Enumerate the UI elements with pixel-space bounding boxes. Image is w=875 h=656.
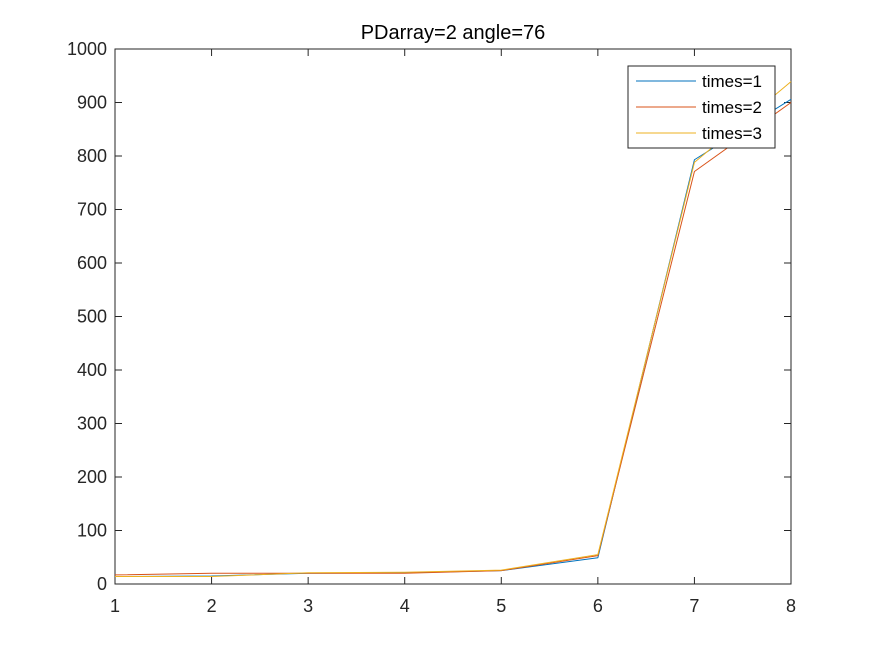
x-tick-label: 5 [496,596,506,616]
legend-label-1: times=1 [702,72,762,91]
series-line-3 [115,81,792,578]
legend: times=1 times=2 times=3 [627,65,776,149]
x-tick-label: 8 [786,596,796,616]
y-tick-label: 0 [97,574,107,594]
y-tick-label: 400 [77,360,107,380]
chart-title: PDarray=2 angle=76 [361,22,546,44]
legend-label-2: times=2 [702,98,762,117]
y-tick-label: 100 [77,521,107,541]
x-tick-label: 6 [593,596,603,616]
x-tick-label: 2 [207,596,217,616]
y-tick-label: 300 [77,414,107,434]
legend-label-3: times=3 [702,124,762,143]
y-tick-label: 700 [77,200,107,220]
x-tick-label: 1 [110,596,120,616]
series-line-2 [114,102,792,576]
x-axis: 1 2 3 4 5 6 7 8 [110,49,796,616]
y-axis: 0 100 200 300 400 500 600 700 800 900 1000 [67,39,791,594]
y-tick-label: 1000 [67,39,107,59]
y-tick-label: 500 [77,307,107,327]
x-tick-label: 4 [400,596,410,616]
series-lines [114,81,792,578]
x-tick-label: 3 [303,596,313,616]
y-tick-label: 200 [77,467,107,487]
y-tick-label: 600 [77,253,107,273]
y-tick-label: 800 [77,146,107,166]
x-tick-label: 7 [689,596,699,616]
y-tick-label: 900 [77,93,107,113]
